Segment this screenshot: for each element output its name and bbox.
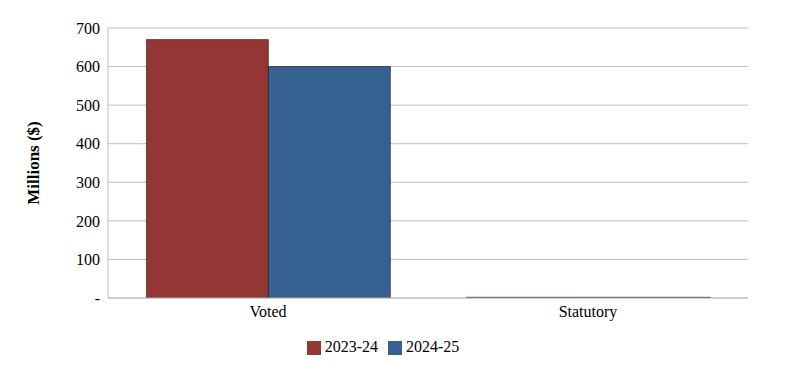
svg-text:400: 400	[76, 135, 100, 152]
svg-text:200: 200	[76, 213, 100, 230]
svg-text:300: 300	[76, 174, 100, 191]
svg-text:700: 700	[76, 20, 100, 37]
html-text:2023-24: 2023-24	[324, 338, 378, 355]
svg-text:Statutory: Statutory	[559, 303, 618, 321]
svg-text:-: -	[95, 290, 100, 307]
svg-text:500: 500	[76, 97, 100, 114]
svg-text:600: 600	[76, 58, 100, 75]
svg-text:Voted: Voted	[249, 303, 286, 320]
svg-text:100: 100	[76, 251, 100, 268]
html-text:2024-25: 2024-25	[406, 338, 460, 355]
svg-text:Millions ($): Millions ($)	[24, 121, 43, 205]
